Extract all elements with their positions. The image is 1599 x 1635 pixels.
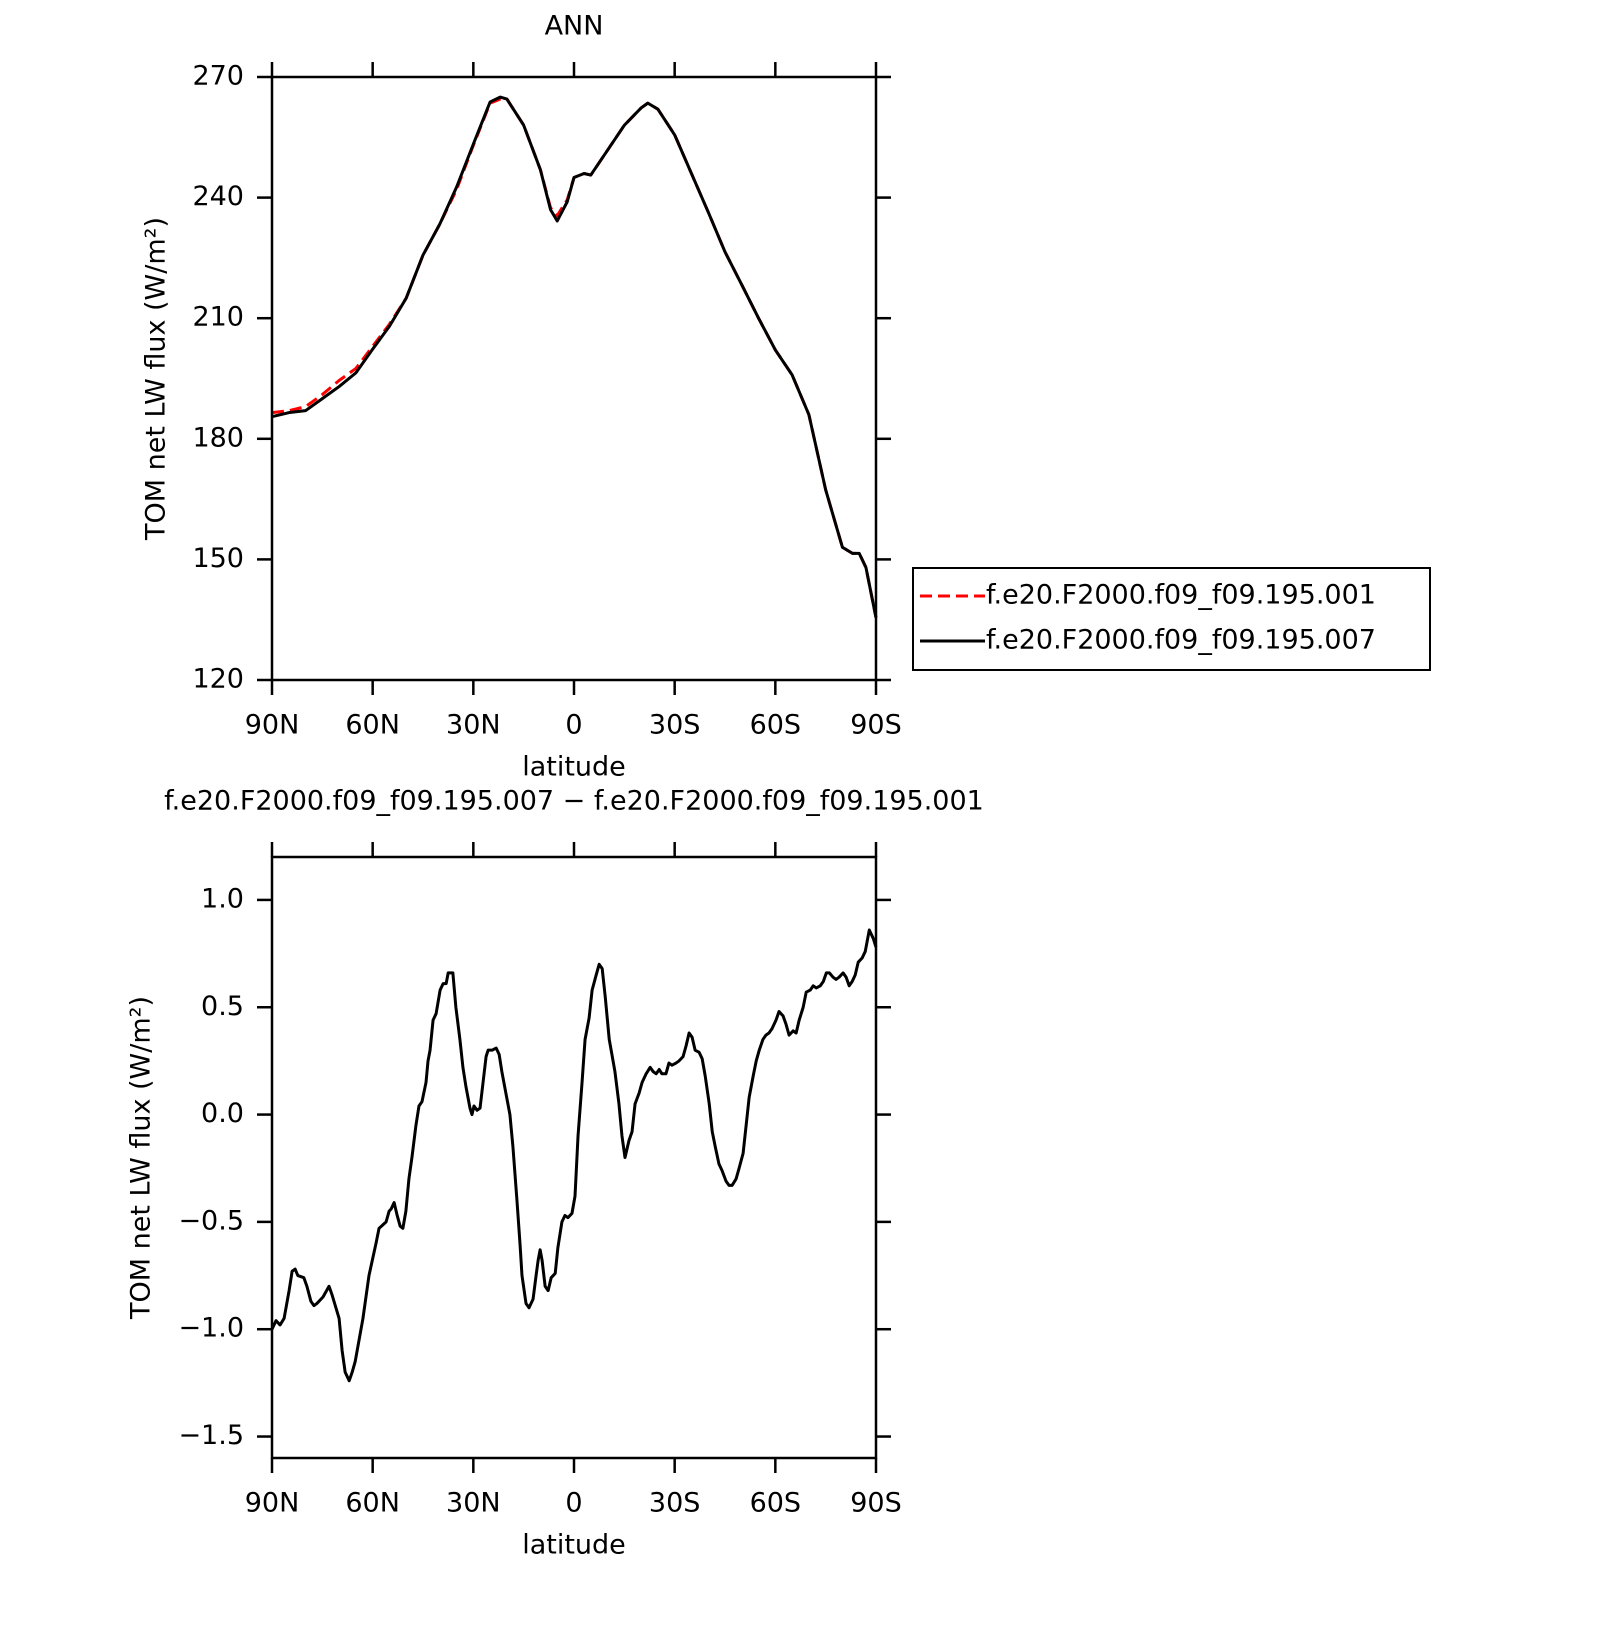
x-tick-label: 0 [565, 1488, 582, 1519]
x-tick-label: 30S [649, 1488, 701, 1519]
legend-label: f.e20.F2000.f09_f09.195.007 [986, 625, 1376, 656]
y-tick-label: −0.5 [178, 1205, 244, 1236]
x-axis-label: latitude [522, 1530, 626, 1561]
data-line [271, 95, 878, 618]
legend-label: f.e20.F2000.f09_f09.195.001 [986, 580, 1376, 611]
plot-frame [270, 855, 878, 1460]
x-tick-label: 90S [850, 1488, 902, 1519]
y-tick-label: 0.5 [201, 991, 244, 1022]
data-line [270, 928, 878, 1383]
chart-title: f.e20.F2000.f09_f09.195.007 − f.e20.F200… [164, 786, 984, 817]
y-tick-label: 1.0 [201, 883, 244, 914]
chart-title: ANN [545, 11, 604, 42]
y-tick-label: 180 [192, 422, 244, 453]
x-tick-label: 30N [446, 710, 501, 741]
y-axis-label: TOM net LW flux (W/m²) [141, 217, 172, 541]
x-tick-label: 60N [345, 1488, 400, 1519]
legend-box [912, 567, 1431, 671]
y-tick-label: 0.0 [201, 1098, 244, 1129]
plot-frame [270, 75, 878, 682]
x-tick-label: 0 [565, 710, 582, 741]
x-tick-label: 60S [750, 710, 802, 741]
y-tick-label: 210 [192, 302, 244, 333]
y-tick-label: 240 [192, 181, 244, 212]
x-tick-label: 30N [446, 1488, 501, 1519]
x-tick-label: 60S [750, 1488, 802, 1519]
chart-panel: ANN latitude TOM net LW flux (W/m²) 120 150 1… [141, 11, 1431, 783]
y-tick-label: −1.0 [178, 1313, 244, 1344]
x-axis-label: latitude [522, 752, 626, 783]
x-tick-label: 60N [345, 710, 400, 741]
y-tick-label: 150 [192, 543, 244, 574]
x-tick-label: 90N [245, 1488, 300, 1519]
x-tick-label: 30S [649, 710, 701, 741]
chart-panel: f.e20.F2000.f09_f09.195.007 − f.e20.F200… [126, 786, 984, 1561]
x-tick-label: 90S [850, 710, 902, 741]
y-tick-label: 270 [192, 61, 244, 92]
y-tick-label: 120 [192, 664, 244, 695]
y-tick-label: −1.5 [178, 1420, 244, 1451]
y-axis-label: TOM net LW flux (W/m²) [126, 996, 157, 1320]
x-tick-label: 90N [245, 710, 300, 741]
